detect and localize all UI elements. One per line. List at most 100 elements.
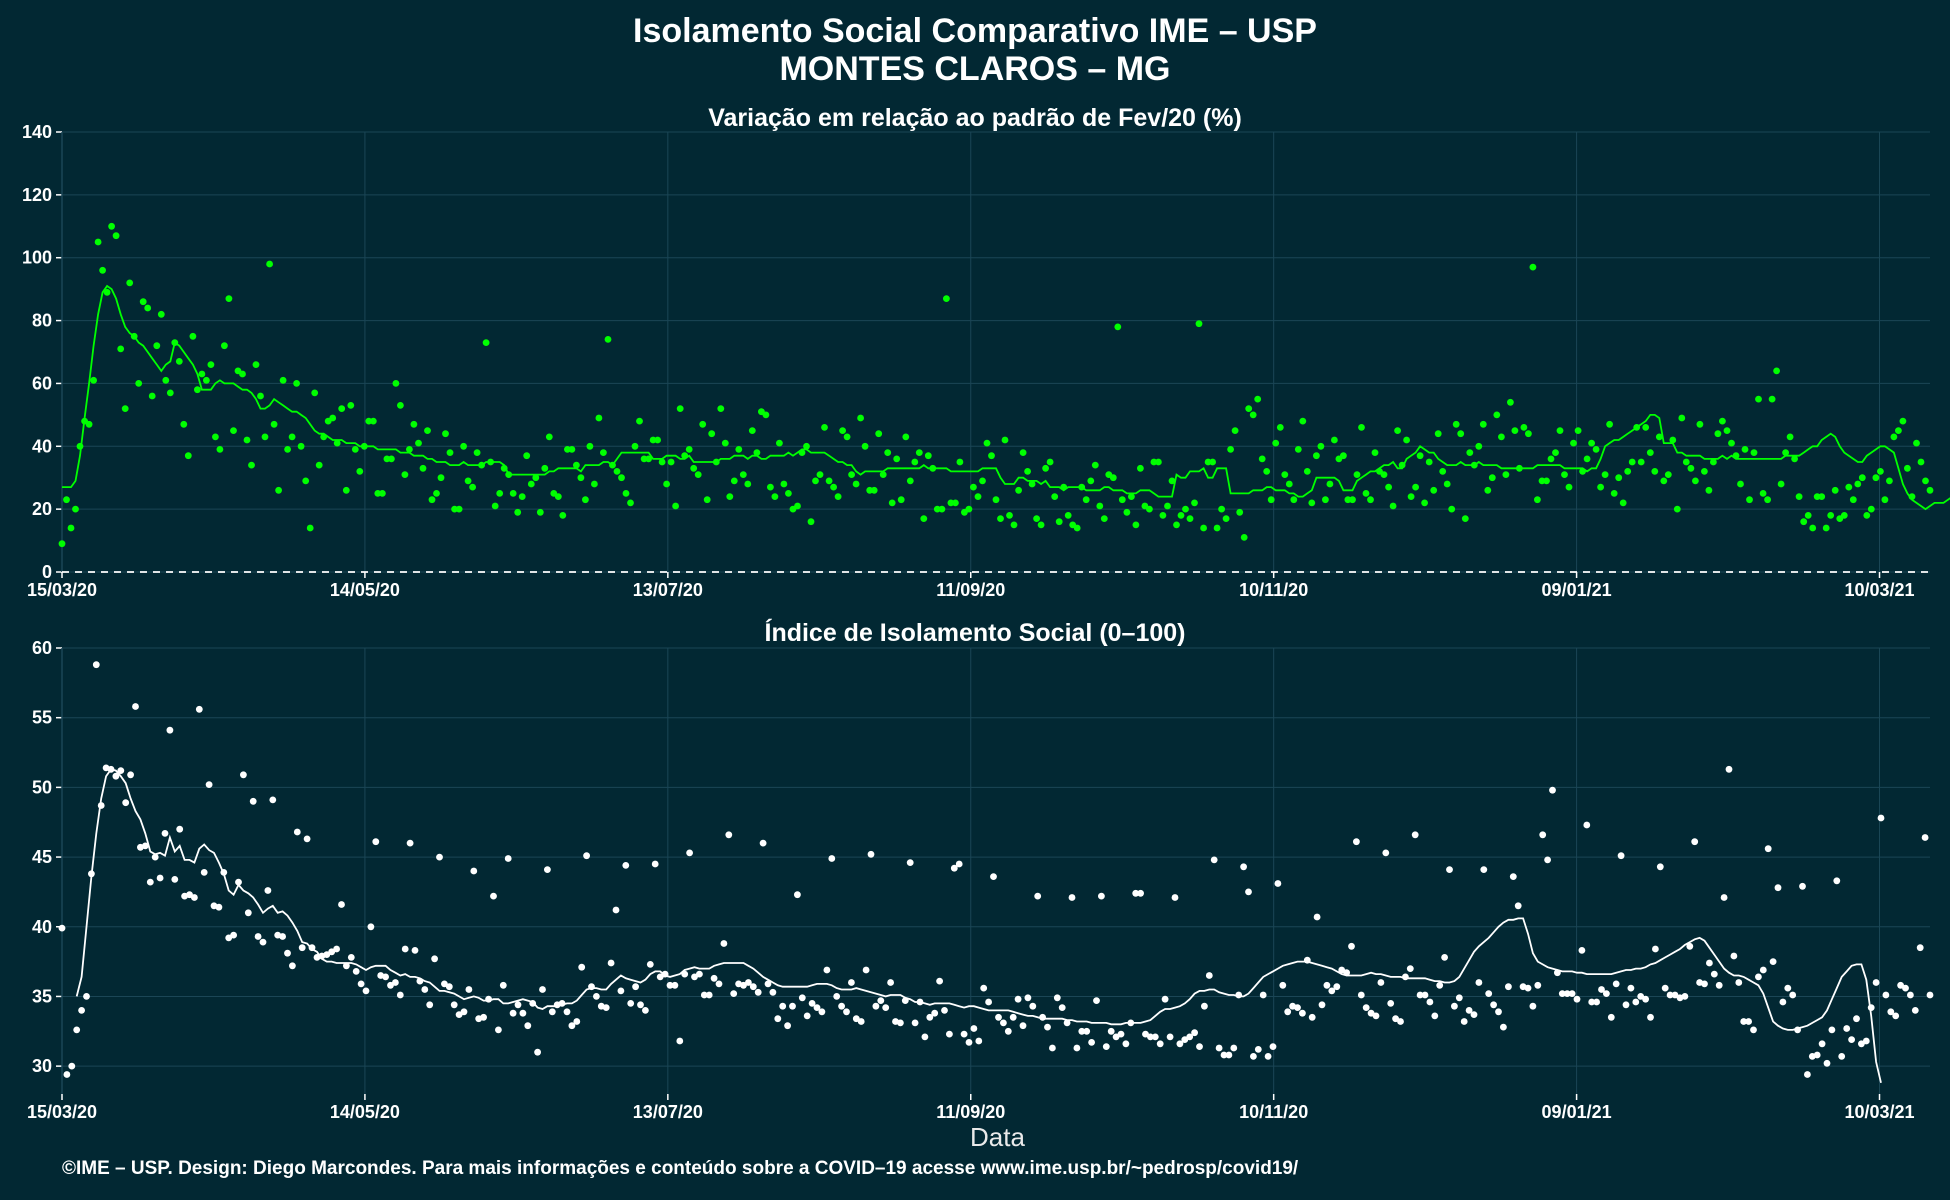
data-point <box>221 342 228 350</box>
data-point <box>1259 991 1267 999</box>
data-point <box>1892 1012 1900 1020</box>
data-point <box>297 442 305 450</box>
data-point <box>1200 524 1207 532</box>
data-point <box>1833 877 1841 885</box>
data-point <box>243 436 251 444</box>
data-point <box>848 471 855 478</box>
data-point <box>884 449 892 456</box>
data-point <box>897 1019 904 1027</box>
data-point <box>1696 420 1704 428</box>
data-point <box>821 424 828 431</box>
data-point <box>632 983 639 991</box>
data-point <box>1371 449 1379 456</box>
data-point <box>1044 1023 1051 1031</box>
data-point <box>1091 461 1099 469</box>
data-point <box>1917 458 1925 466</box>
data-point <box>1561 471 1568 478</box>
data-point <box>76 442 84 450</box>
data-point <box>645 455 652 463</box>
data-point <box>699 420 707 428</box>
data-point <box>1514 902 1522 910</box>
data-point <box>960 1030 968 1038</box>
data-point <box>212 433 219 441</box>
data-point <box>455 505 463 513</box>
data-point <box>671 981 679 989</box>
data-point <box>514 508 522 516</box>
data-point <box>1574 427 1582 434</box>
data-point <box>1607 1013 1615 1021</box>
data-point <box>83 993 90 1000</box>
data-point <box>1615 474 1623 482</box>
data-point <box>1019 449 1027 456</box>
data-point <box>1407 493 1415 500</box>
data-point <box>1394 427 1401 434</box>
data-point <box>180 420 188 428</box>
x-tick-label: 13/07/20 <box>633 1102 703 1122</box>
data-point <box>248 461 255 469</box>
data-point <box>1333 983 1341 991</box>
data-point <box>573 461 580 469</box>
data-point <box>1714 430 1722 438</box>
data-point <box>906 859 914 866</box>
data-point <box>1632 998 1640 1006</box>
data-point <box>388 455 395 463</box>
data-point <box>1328 987 1336 995</box>
data-point <box>803 442 810 450</box>
data-point <box>950 864 958 872</box>
data-point <box>1358 424 1365 431</box>
data-point <box>735 446 743 453</box>
data-point <box>284 949 291 957</box>
data-point <box>1367 496 1374 504</box>
data-point <box>1034 892 1042 900</box>
data-point <box>473 449 481 456</box>
data-point <box>667 458 675 466</box>
data-point <box>1484 486 1492 494</box>
data-point <box>1082 496 1090 504</box>
data-point <box>975 1037 983 1045</box>
data-point <box>607 959 615 967</box>
data-point <box>1877 468 1884 475</box>
data-point <box>911 458 919 466</box>
data-point <box>1887 1008 1895 1016</box>
data-point <box>107 765 115 773</box>
data-point <box>1479 420 1487 428</box>
data-point <box>1340 452 1347 460</box>
data-point <box>681 970 689 978</box>
data-point <box>146 878 154 886</box>
data-point <box>480 1013 487 1021</box>
data-point <box>774 1015 782 1023</box>
data-point <box>1583 821 1591 829</box>
data-point <box>1849 496 1857 504</box>
bottom-panel-title: Índice de Isolamento Social (0–100) <box>764 619 1186 647</box>
data-point <box>779 1002 787 1010</box>
data-point <box>1461 515 1469 522</box>
data-point <box>1673 505 1681 513</box>
x-tick-label: 13/07/20 <box>633 580 703 600</box>
data-point <box>1385 483 1392 491</box>
data-point <box>789 1002 796 1010</box>
data-point <box>261 433 269 441</box>
data-point <box>63 496 70 504</box>
data-point <box>311 389 319 397</box>
data-point <box>1701 980 1708 988</box>
data-point <box>838 1002 845 1010</box>
data-point <box>1488 474 1496 482</box>
data-point <box>67 524 75 532</box>
data-point <box>600 449 607 456</box>
data-point <box>266 260 273 268</box>
data-point <box>171 339 179 346</box>
data-point <box>661 970 669 978</box>
data-point <box>720 940 728 947</box>
data-point <box>1173 521 1180 529</box>
data-point <box>1588 998 1596 1006</box>
data-point <box>1382 849 1390 857</box>
data-point <box>920 515 928 522</box>
data-point <box>1779 998 1787 1006</box>
data-point <box>931 1009 939 1017</box>
data-point <box>1782 449 1789 456</box>
data-point <box>1073 1044 1081 1052</box>
data-point <box>1004 1027 1012 1035</box>
data-point <box>901 997 909 1004</box>
data-point <box>347 402 355 409</box>
data-point <box>1024 468 1031 475</box>
